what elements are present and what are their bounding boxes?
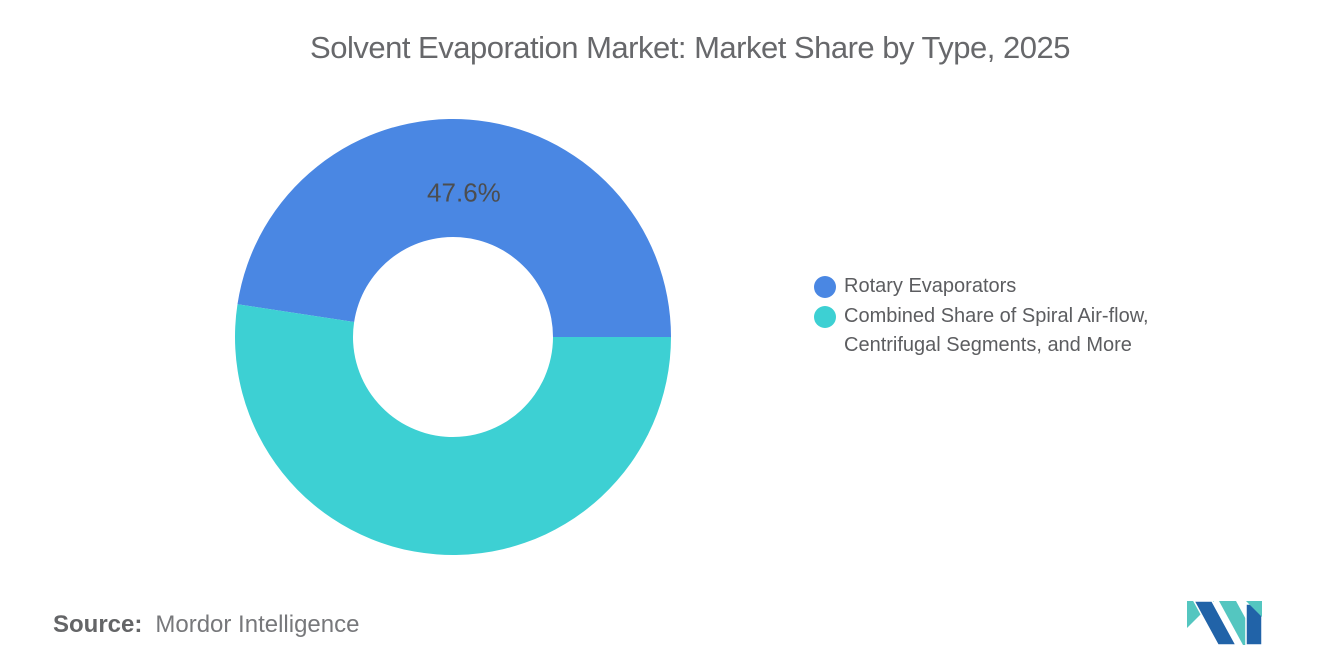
legend-dot-teal-icon — [814, 306, 836, 328]
legend-label: Rotary Evaporators — [844, 275, 1017, 297]
mordor-intelligence-logo — [1187, 600, 1263, 646]
logo-shape — [1192, 600, 1238, 646]
legend-dot-blue-icon — [814, 276, 836, 298]
source-label: Source: — [53, 611, 143, 638]
source-value: Mordor Intelligence — [155, 611, 360, 638]
logo-shape — [1246, 601, 1262, 617]
source-attribution: Source: Mordor Intelligence — [53, 611, 359, 639]
chart-legend: Rotary Evaporators Combined Share of Spi… — [814, 272, 1204, 360]
donut-slice-1[interactable] — [234, 304, 672, 556]
chart-title: Solvent Evaporation Market: Market Share… — [310, 30, 1070, 65]
legend-label: Combined Share of Spiral Air-flow, Centr… — [844, 305, 1149, 356]
donut-data-label: 47.6% — [427, 177, 501, 207]
legend-item-combined-share[interactable]: Combined Share of Spiral Air-flow, Centr… — [814, 302, 1204, 360]
donut-slice-0[interactable] — [237, 119, 671, 338]
legend-item-rotary-evaporators[interactable]: Rotary Evaporators — [814, 272, 1204, 301]
